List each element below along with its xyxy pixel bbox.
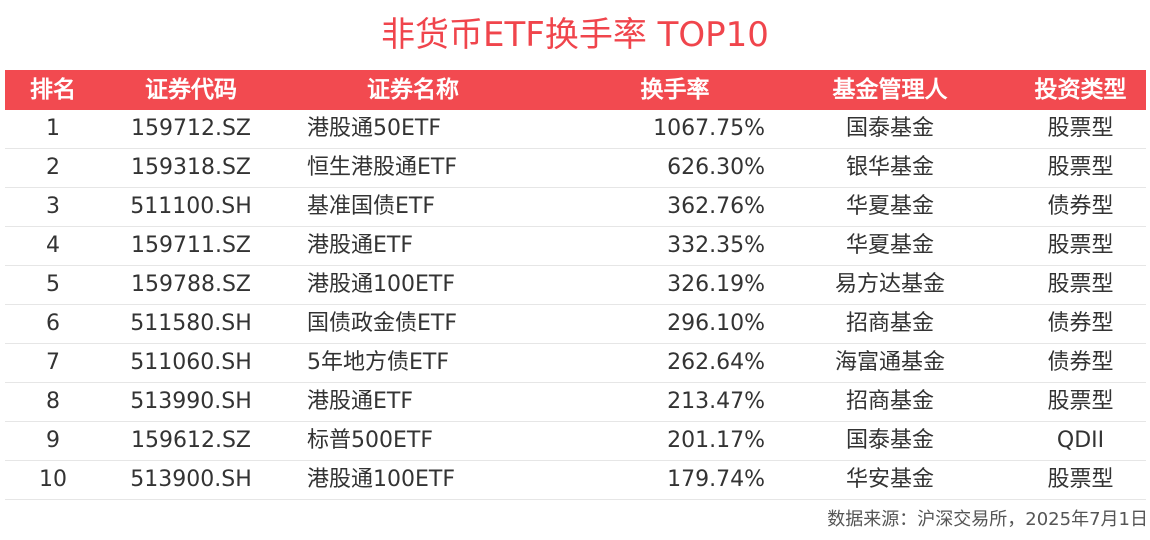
header-manager: 基金管理人 [832,77,948,103]
table-header: 排名 证券代码 证券名称 换手率 基金管理人 投资类型 [5,70,1146,110]
cell-type: 股票型 [1047,272,1114,297]
cell-code: 159711.SZ [130,233,251,258]
cell-rank: 4 [46,233,60,258]
cell-name: 港股通ETF [307,233,413,258]
cell-name: 标普500ETF [307,428,433,453]
cell-code: 513900.SH [130,467,252,492]
cell-name: 港股通ETF [307,389,413,414]
turnover-table: 排名 证券代码 证券名称 换手率 基金管理人 投资类型 1 159712.SZ … [5,70,1146,500]
cell-code: 511100.SH [130,194,252,219]
cell-rank: 8 [46,389,60,414]
cell-code: 159788.SZ [130,272,251,297]
cell-rate: 296.10% [667,311,765,336]
cell-code: 511580.SH [130,311,252,336]
cell-manager: 华夏基金 [845,194,934,219]
table-row: 7 511060.SH 5年地方债ETF 262.64% 海富通基金 债券型 [5,344,1146,383]
cell-type: QDII [1056,428,1105,453]
cell-code: 513990.SH [130,389,252,414]
cell-rate: 326.19% [667,272,765,297]
cell-code: 511060.SH [130,350,252,375]
cell-rank: 7 [46,350,60,375]
table-row: 9 159612.SZ 标普500ETF 201.17% 国泰基金 QDII [5,422,1146,461]
header-rate: 换手率 [640,77,710,103]
cell-name: 港股通50ETF [307,116,441,141]
table-row: 6 511580.SH 国债政金债ETF 296.10% 招商基金 债券型 [5,305,1146,344]
table-row: 5 159788.SZ 港股通100ETF 326.19% 易方达基金 股票型 [5,266,1146,305]
cell-type: 股票型 [1047,155,1114,180]
cell-rate: 332.35% [667,233,765,258]
cell-name: 港股通100ETF [307,272,455,297]
cell-name: 国债政金债ETF [307,311,457,336]
cell-manager: 国泰基金 [845,116,934,141]
cell-code: 159712.SZ [130,116,251,141]
cell-manager: 银华基金 [845,155,934,180]
cell-manager: 国泰基金 [845,428,934,453]
cell-code: 159318.SZ [130,155,251,180]
cell-rate: 179.74% [667,467,765,492]
cell-rate: 262.64% [667,350,765,375]
cell-type: 债券型 [1047,194,1114,219]
cell-type: 债券型 [1047,350,1114,375]
page-title: 非货币ETF换手率 TOP10 [381,15,769,55]
cell-name: 5年地方债ETF [307,350,449,375]
cell-type: 股票型 [1047,389,1114,414]
cell-name: 基准国债ETF [307,194,435,219]
cell-rank: 6 [46,311,60,336]
cell-rate: 1067.75% [653,116,765,141]
cell-type: 股票型 [1047,116,1114,141]
cell-rank: 3 [46,194,60,219]
cell-rate: 213.47% [667,389,765,414]
cell-name: 港股通100ETF [307,467,455,492]
cell-rank: 5 [46,272,60,297]
cell-rate: 201.17% [667,428,765,453]
cell-manager: 招商基金 [845,389,934,414]
cell-type: 股票型 [1047,467,1114,492]
header-name: 证券名称 [367,77,459,103]
cell-rank: 1 [46,116,60,141]
cell-code: 159612.SZ [130,428,251,453]
cell-name: 恒生港股通ETF [307,155,457,180]
source-note: 数据来源：沪深交易所，2025年7月1日 [827,509,1148,530]
cell-rank: 10 [39,467,67,492]
table-row: 1 159712.SZ 港股通50ETF 1067.75% 国泰基金 股票型 [5,110,1146,149]
table-row: 2 159318.SZ 恒生港股通ETF 626.30% 银华基金 股票型 [5,149,1146,188]
table-row: 8 513990.SH 港股通ETF 213.47% 招商基金 股票型 [5,383,1146,422]
cell-rank: 2 [46,155,60,180]
table-row: 10 513900.SH 港股通100ETF 179.74% 华安基金 股票型 [5,461,1146,500]
cell-type: 债券型 [1047,311,1114,336]
cell-manager: 海富通基金 [834,350,945,375]
header-rank: 排名 [30,77,76,103]
cell-rate: 362.76% [667,194,765,219]
cell-manager: 华夏基金 [845,233,934,258]
cell-type: 股票型 [1047,233,1114,258]
table-row: 3 511100.SH 基准国债ETF 362.76% 华夏基金 债券型 [5,188,1146,227]
cell-manager: 招商基金 [845,311,934,336]
cell-rate: 626.30% [667,155,765,180]
table-row: 4 159711.SZ 港股通ETF 332.35% 华夏基金 股票型 [5,227,1146,266]
cell-manager: 易方达基金 [834,272,945,297]
cell-rank: 9 [46,428,60,453]
header-code: 证券代码 [145,77,237,103]
cell-manager: 华安基金 [845,467,934,492]
header-type: 投资类型 [1034,77,1127,103]
